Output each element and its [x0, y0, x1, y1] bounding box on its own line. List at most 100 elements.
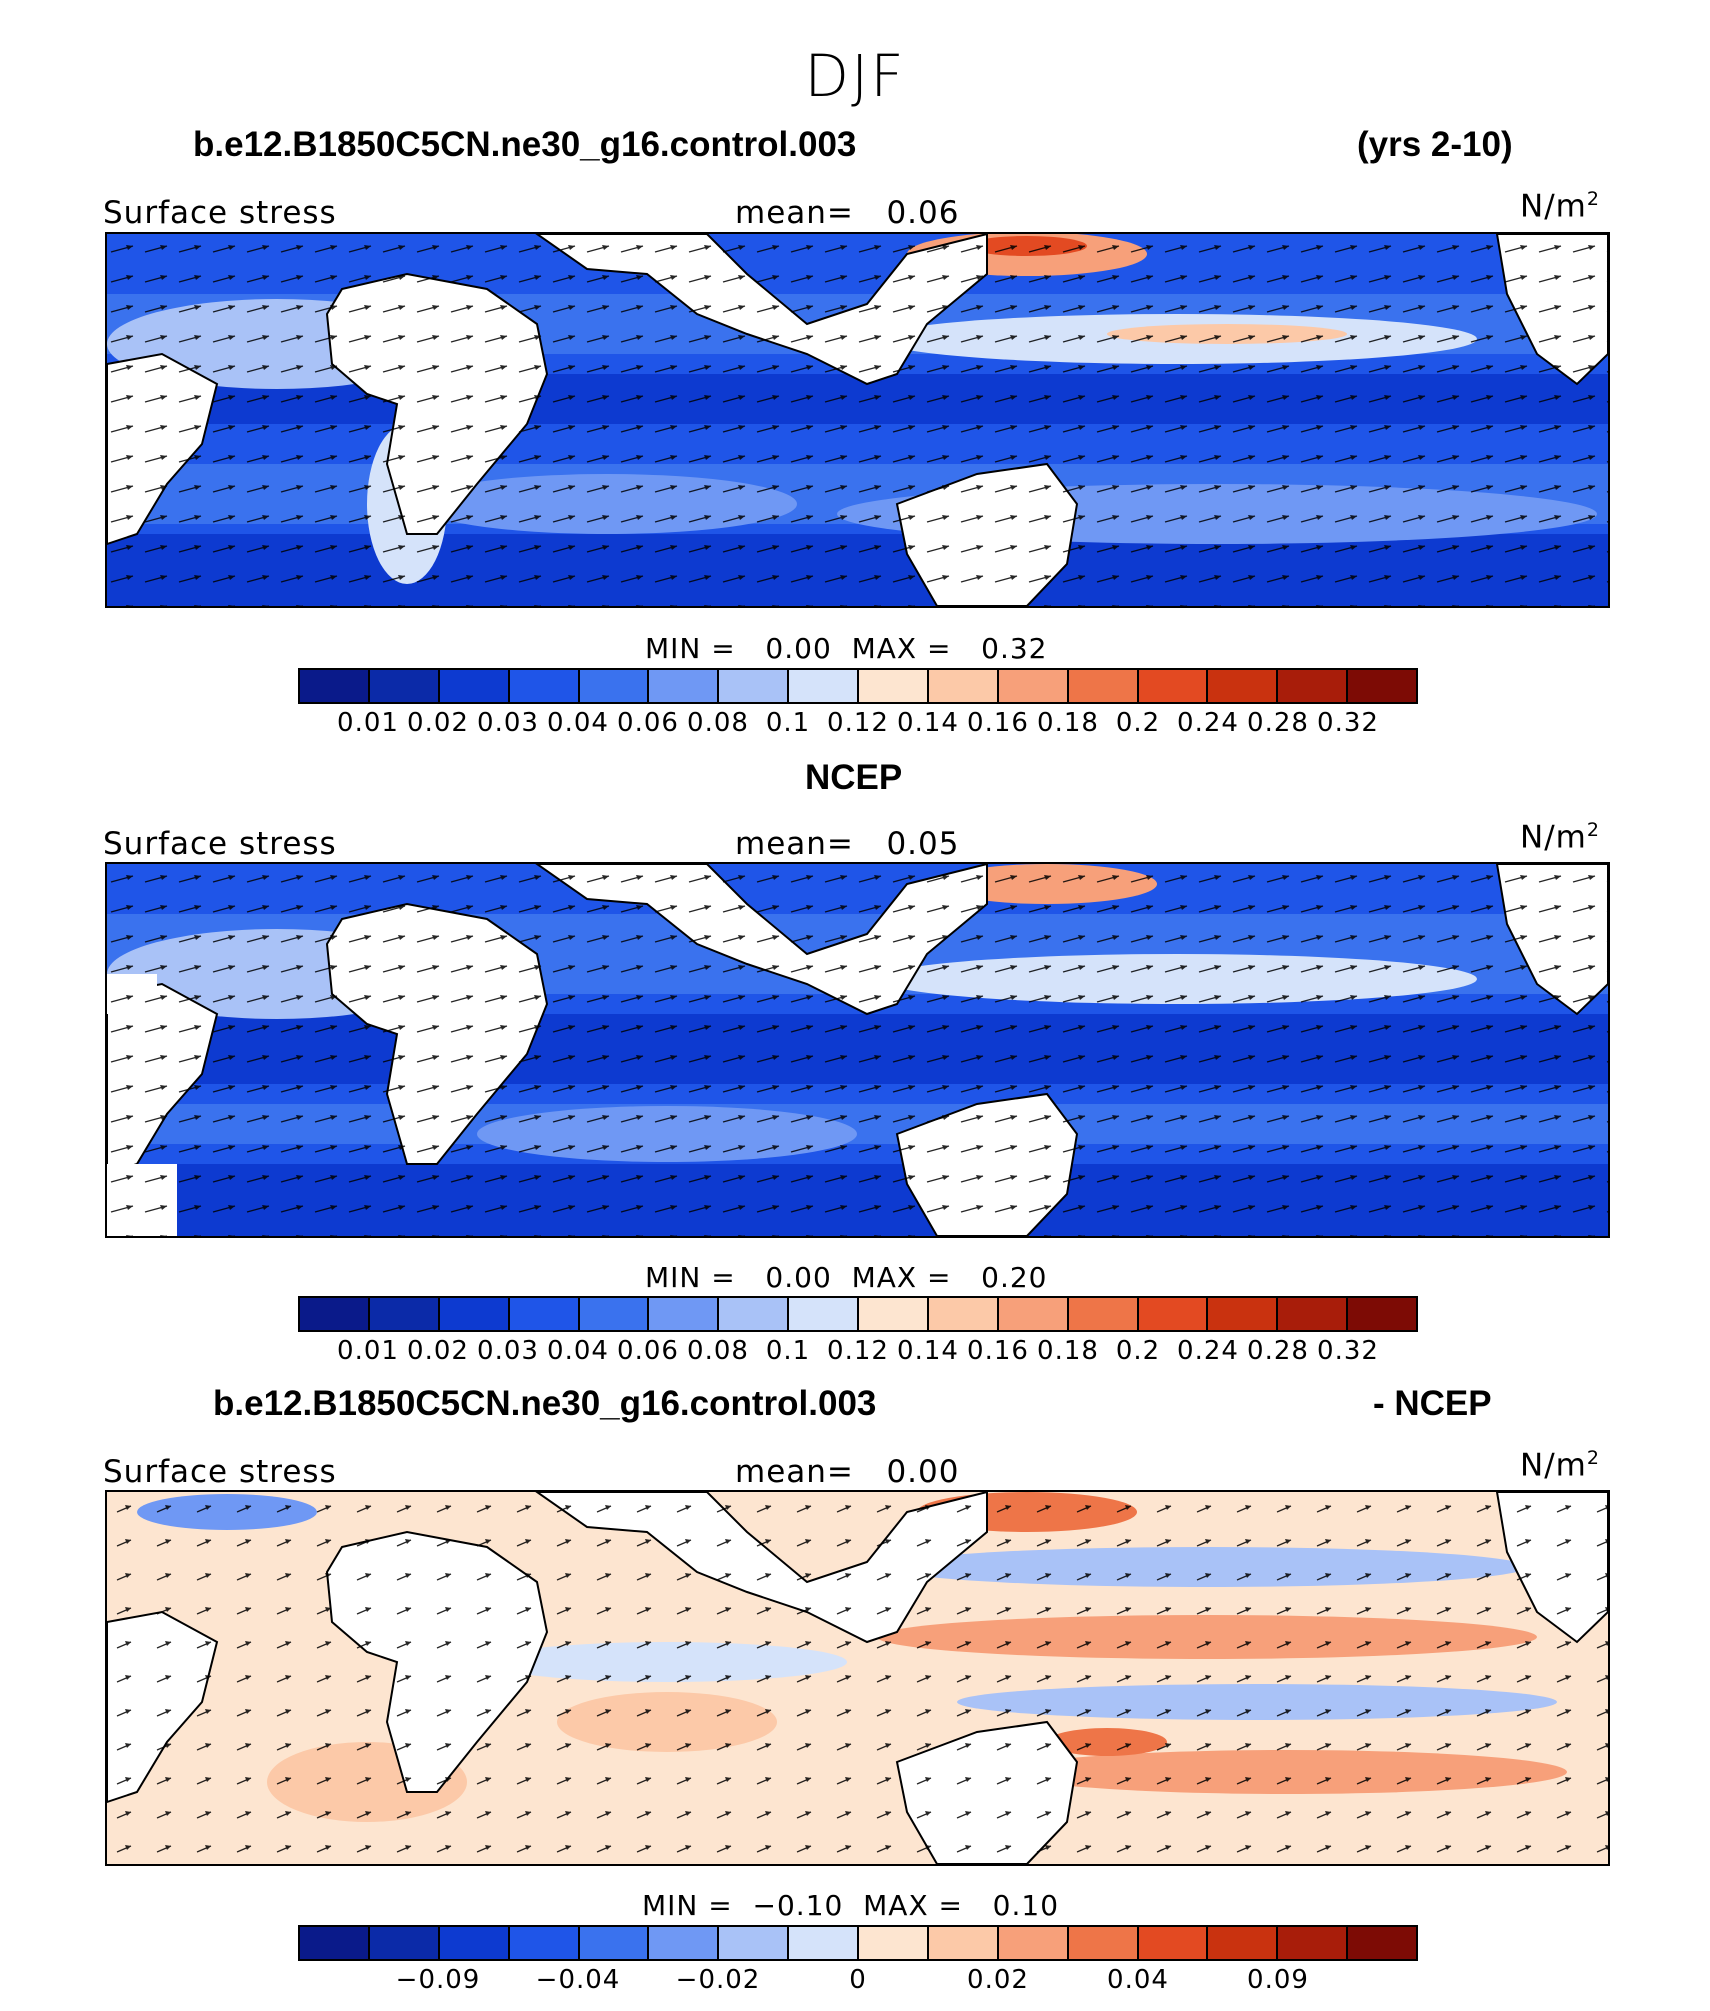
colorbar-tick-label: 0.02 — [407, 708, 469, 738]
colorbar-swatch — [1278, 1927, 1349, 1959]
panel1-units-label: N/m2 — [1520, 188, 1600, 225]
colorbar-swatch — [439, 670, 510, 702]
panel1-years-label: (yrs 2-10) — [1357, 125, 1513, 164]
colorbar-tick-label: 0.2 — [1115, 1336, 1161, 1366]
colorbar-swatch — [300, 1298, 370, 1330]
colorbar-tick-label: 0.08 — [687, 708, 749, 738]
colorbar-tick-label: 0.08 — [687, 1336, 749, 1366]
panel3-units-label: N/m2 — [1520, 1447, 1600, 1484]
colorbar-tick-label: 0.16 — [967, 708, 1029, 738]
panel1-field-label: Surface stress — [103, 195, 337, 231]
colorbar-swatch — [1138, 1298, 1209, 1330]
colorbar-swatch — [998, 1927, 1069, 1959]
colorbar-tick-label: 0.06 — [617, 708, 679, 738]
colorbar-swatch — [1208, 1298, 1279, 1330]
colorbar-tick-label: 0.02 — [407, 1336, 469, 1366]
colorbar-swatch — [928, 670, 999, 702]
colorbar-tick-label: −0.04 — [535, 1965, 621, 1995]
colorbar-swatch — [719, 670, 790, 702]
colorbar-tick-label: 0.16 — [967, 1336, 1029, 1366]
colorbar-swatch — [509, 670, 580, 702]
panel3-suffix-label: - NCEP — [1373, 1384, 1492, 1423]
colorbar-tick-label: 0.2 — [1115, 708, 1161, 738]
colorbar-swatch — [928, 1927, 999, 1959]
colorbar-swatch — [1068, 670, 1139, 702]
colorbar-swatch — [649, 1298, 720, 1330]
colorbar-tick-label: 0.28 — [1247, 1336, 1309, 1366]
panel2-field-label: Surface stress — [103, 826, 337, 862]
panel1-colorbar-ticks: 0.01 0.02 0.03 0.04 0.06 0.08 0.1 0.12 0.14 0.16 0… — [298, 708, 1418, 740]
panel3-mean-label: mean= 0.00 — [735, 1454, 960, 1490]
colorbar-swatch — [369, 1927, 440, 1959]
colorbar-swatch — [998, 1298, 1069, 1330]
colorbar-swatch — [300, 1927, 370, 1959]
panel2-case-title: NCEP — [805, 758, 903, 797]
colorbar-swatch — [509, 1927, 580, 1959]
panel3-case-title: b.e12.B1850C5CN.ne30_g16.control.003 — [213, 1384, 877, 1423]
colorbar-swatch — [1138, 670, 1209, 702]
panel1-map — [105, 232, 1610, 608]
colorbar-swatch — [1348, 1298, 1416, 1330]
colorbar-tick-label: 0.28 — [1247, 708, 1309, 738]
colorbar-swatch — [439, 1927, 510, 1959]
colorbar-swatch — [789, 1927, 859, 1959]
colorbar-tick-label: 0.03 — [477, 708, 539, 738]
panel2-units-label: N/m2 — [1520, 819, 1600, 856]
panel3-colorbar-ticks: −0.09 −0.04 −0.02 0 0.02 0.04 0.09 — [298, 1965, 1418, 1997]
panel2-colorbar-ticks: 0.01 0.02 0.03 0.04 0.06 0.08 0.1 0.12 0.14 0.16 0… — [298, 1336, 1418, 1368]
colorbar-tick-label: 0 — [849, 1965, 867, 1995]
colorbar-tick-label: 0.04 — [1107, 1965, 1169, 1995]
panel2-map — [105, 862, 1610, 1238]
colorbar-swatch — [1348, 670, 1416, 702]
colorbar-swatch — [719, 1927, 790, 1959]
panel1-mean-label: mean= 0.06 — [735, 195, 960, 231]
panel1-colorbar — [298, 668, 1418, 704]
colorbar-tick-label: 0.01 — [337, 1336, 399, 1366]
colorbar-swatch — [1278, 1298, 1349, 1330]
colorbar-swatch — [1208, 1927, 1279, 1959]
colorbar-tick-label: 0.04 — [547, 708, 609, 738]
panel2-map-graphic — [107, 864, 1608, 1236]
panel2-mean-label: mean= 0.05 — [735, 826, 960, 862]
colorbar-swatch — [1068, 1298, 1139, 1330]
colorbar-swatch — [649, 1927, 720, 1959]
colorbar-swatch — [649, 670, 720, 702]
colorbar-swatch — [1138, 1927, 1209, 1959]
panel1-case-title: b.e12.B1850C5CN.ne30_g16.control.003 — [193, 125, 857, 164]
colorbar-swatch — [300, 670, 370, 702]
panel3-field-label: Surface stress — [103, 1454, 337, 1490]
panel2-colorbar — [298, 1296, 1418, 1332]
colorbar-tick-label: 0.04 — [547, 1336, 609, 1366]
colorbar-tick-label: 0.32 — [1317, 1336, 1379, 1366]
colorbar-swatch — [1278, 670, 1349, 702]
colorbar-tick-label: −0.09 — [395, 1965, 481, 1995]
panel2-minmax: MIN = 0.00 MAX = 0.20 — [645, 1261, 1048, 1294]
colorbar-swatch — [719, 1298, 790, 1330]
colorbar-swatch — [928, 1298, 999, 1330]
panel1-minmax: MIN = 0.00 MAX = 0.32 — [645, 632, 1048, 665]
colorbar-swatch — [579, 670, 650, 702]
colorbar-swatch — [859, 670, 929, 702]
colorbar-tick-label: 0.24 — [1177, 1336, 1239, 1366]
panel3-colorbar — [298, 1925, 1418, 1961]
colorbar-swatch — [439, 1298, 510, 1330]
colorbar-swatch — [369, 1298, 440, 1330]
panel3-map — [105, 1490, 1610, 1866]
colorbar-swatch — [1068, 1927, 1139, 1959]
panel3-map-graphic — [107, 1492, 1608, 1864]
colorbar-swatch — [789, 1298, 859, 1330]
colorbar-tick-label: 0.1 — [765, 708, 811, 738]
colorbar-tick-label: 0.02 — [967, 1965, 1029, 1995]
colorbar-tick-label: 0.01 — [337, 708, 399, 738]
page-title: DJF — [804, 42, 906, 110]
colorbar-tick-label: 0.32 — [1317, 708, 1379, 738]
colorbar-swatch — [369, 670, 440, 702]
colorbar-tick-label: 0.03 — [477, 1336, 539, 1366]
colorbar-swatch — [859, 1927, 929, 1959]
colorbar-tick-label: 0.18 — [1037, 1336, 1099, 1366]
colorbar-swatch — [579, 1927, 650, 1959]
colorbar-tick-label: 0.18 — [1037, 708, 1099, 738]
colorbar-swatch — [1208, 670, 1279, 702]
colorbar-swatch — [1348, 1927, 1416, 1959]
panel3-minmax: MIN = −0.10 MAX = 0.10 — [642, 1889, 1060, 1922]
